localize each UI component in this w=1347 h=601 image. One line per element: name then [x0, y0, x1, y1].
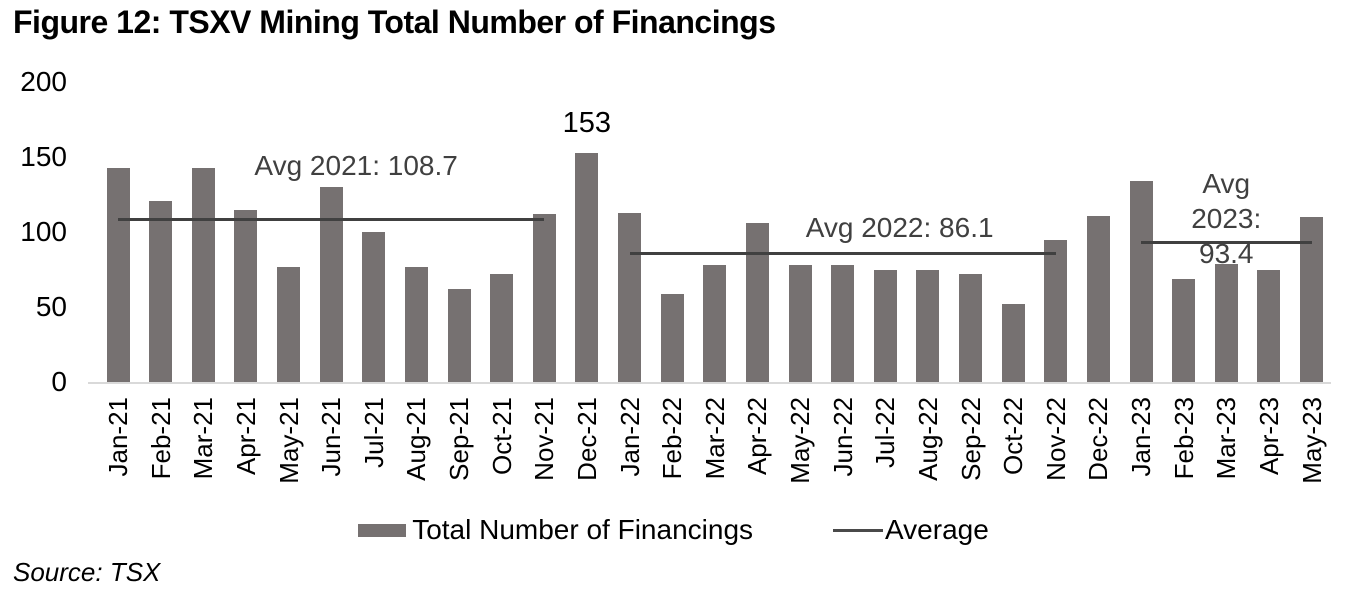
bar-apr-23 [1257, 269, 1281, 382]
x-tick-jan-21: Jan-21 [103, 397, 133, 477]
bar-jun-22 [831, 265, 855, 382]
bar-dec-21 [575, 152, 599, 382]
x-tick-jul-22: Jul-22 [870, 397, 901, 468]
x-tick-oct-22: Oct-22 [998, 397, 1029, 476]
x-tick-dec-22: Dec-22 [1083, 397, 1114, 481]
legend: Total Number of Financings Average [0, 514, 1347, 546]
x-tick-nov-22: Nov-22 [1040, 397, 1071, 481]
x-tick-sep-21: Sep-21 [444, 397, 474, 481]
x-tick-may-22: May-22 [785, 397, 815, 484]
average-annotation-21: Avg 2021: 108.7 [254, 150, 458, 181]
bar-jan-22 [618, 212, 641, 382]
bar-mar-21 [191, 167, 215, 382]
x-tick-mar-22: Mar-22 [699, 397, 730, 480]
x-tick-jul-21: Jul-21 [358, 397, 389, 468]
bar-dec-22 [1086, 215, 1110, 382]
bar-sep-22 [959, 274, 982, 382]
x-tick-may-21: May-21 [273, 397, 304, 484]
average-line-22 [629, 251, 1056, 255]
average-line-21 [118, 217, 545, 221]
bar-mar-22 [703, 265, 727, 382]
y-tick-100: 100 [20, 216, 67, 247]
bar-feb-23 [1172, 278, 1196, 382]
plot-area: Avg 2021: 108.7 Avg 2022: 86.1 Avg 2023: 9… [88, 82, 1331, 384]
average-line-23 [1141, 240, 1312, 244]
bar-oct-21 [490, 274, 514, 382]
bar-jan-23 [1129, 181, 1153, 382]
bar-value-label-dec-21: 153 [562, 106, 612, 139]
bar-mar-23 [1214, 263, 1238, 382]
bar-nov-21 [532, 214, 556, 382]
x-tick-nov-21: Nov-21 [529, 397, 560, 481]
legend-average-label: Average [885, 514, 989, 545]
x-tick-mar-21: Mar-21 [188, 397, 219, 480]
x-tick-apr-21: Apr-21 [230, 397, 261, 476]
y-tick-150: 150 [20, 141, 67, 172]
bar-apr-22 [745, 223, 769, 382]
x-tick-apr-22: Apr-22 [742, 397, 773, 476]
bar-feb-22 [660, 293, 684, 382]
x-tick-jan-22: Jan-22 [614, 397, 645, 477]
bar-jul-22 [873, 269, 897, 382]
y-tick-50: 50 [35, 291, 67, 322]
legend-line-swatch [833, 528, 884, 532]
bar-aug-22 [916, 269, 940, 382]
x-tick-feb-22: Feb-22 [657, 397, 688, 480]
x-tick-may-23: May-23 [1296, 397, 1327, 484]
bar-nov-22 [1044, 239, 1068, 382]
x-tick-oct-21: Oct-21 [486, 397, 517, 476]
average-annotation-22: Avg 2022: 86.1 [805, 212, 994, 243]
source-note: Source: TSX [13, 557, 161, 587]
y-tick-200: 200 [20, 66, 67, 97]
average-annotation-23: Avg 2023: 93.4 [1191, 168, 1262, 269]
x-tick-feb-21: Feb-21 [145, 397, 176, 480]
y-tick-0: 0 [51, 366, 67, 397]
bar-sep-21 [447, 289, 471, 382]
bar-may-21 [277, 266, 300, 382]
bar-jul-21 [362, 232, 386, 382]
x-tick-dec-21: Dec-21 [571, 397, 602, 481]
bar-may-23 [1300, 217, 1323, 382]
x-tick-sep-22: Sep-22 [955, 397, 986, 481]
bar-oct-22 [1001, 304, 1025, 382]
bar-may-22 [788, 265, 812, 382]
legend-bar-swatch [358, 523, 407, 537]
bar-jun-21 [319, 187, 343, 382]
legend-item-average: Average [833, 514, 989, 546]
x-tick-apr-23: Apr-23 [1253, 397, 1284, 476]
x-tick-aug-22: Aug-22 [912, 397, 943, 481]
x-tick-mar-23: Mar-23 [1211, 397, 1242, 480]
x-tick-jun-22: Jun-22 [827, 397, 858, 477]
bar-jan-21 [106, 167, 130, 382]
legend-item-financings: Total Number of Financings [358, 514, 753, 546]
x-tick-feb-23: Feb-23 [1168, 397, 1199, 480]
legend-series-label: Total Number of Financings [412, 514, 754, 545]
figure-title: Figure 12: TSXV Mining Total Number of F… [13, 4, 776, 40]
bar-feb-21 [149, 200, 173, 382]
bar-aug-21 [404, 266, 428, 382]
x-tick-jun-21: Jun-21 [316, 397, 347, 477]
x-tick-aug-21: Aug-21 [401, 397, 432, 481]
x-tick-jan-23: Jan-23 [1126, 397, 1156, 477]
bar-apr-21 [234, 209, 258, 382]
